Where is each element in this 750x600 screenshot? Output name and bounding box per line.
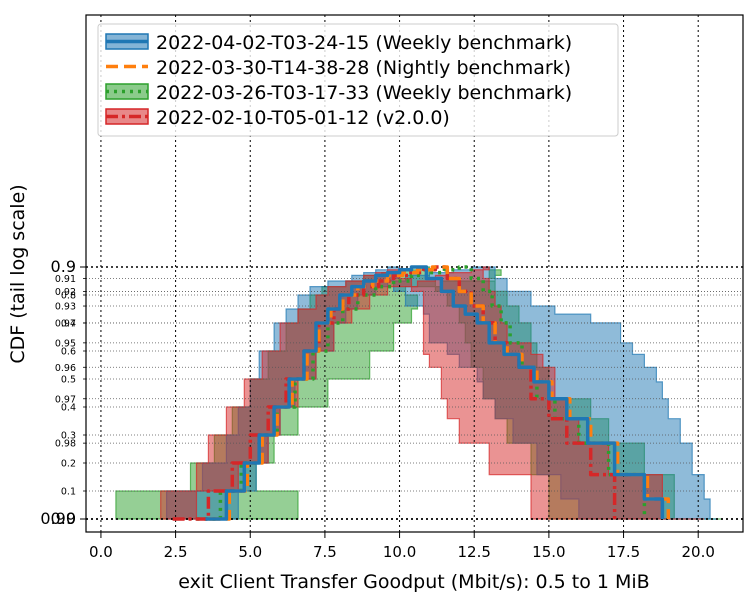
legend-label-4: 2022-02-10-T05-01-12 (v2.0.0): [156, 107, 450, 129]
legend-entry-1: 2022-04-02-T03-24-15 (Weekly benchmark): [105, 32, 572, 54]
x-axis-label: exit Client Transfer Goodput (Mbit/s): 0…: [178, 571, 649, 593]
x-tick-label: 0.0: [89, 543, 113, 561]
y-minor-tick-label: 0.92: [55, 287, 76, 298]
legend-label-3: 2022-03-26-T03-17-33 (Weekly benchmark): [156, 82, 572, 104]
x-tick-label: 2.5: [164, 543, 188, 561]
y-minor-tick-label: 0.1: [61, 487, 76, 498]
x-tick-label: 15.0: [532, 543, 565, 561]
legend-label-1: 2022-04-02-T03-24-15 (Weekly benchmark): [156, 32, 572, 54]
y-minor-tick-label: 0.91: [55, 274, 76, 285]
y-minor-tick-label: 0.7: [61, 319, 76, 330]
legend-swatch-3: [105, 83, 149, 100]
y-minor-tick-label: 0.6: [61, 347, 76, 358]
y-tick-label: 0.9: [51, 257, 76, 276]
legend-entry-3: 2022-03-26-T03-17-33 (Weekly benchmark): [105, 82, 572, 104]
y-minor-tick-label: 0.5: [61, 375, 76, 386]
y-minor-tick-label: 0.93: [55, 302, 76, 313]
legend-entry-4: 2022-02-10-T05-01-12 (v2.0.0): [105, 107, 450, 129]
legend: 2022-04-02-T03-24-15 (Weekly benchmark) …: [97, 23, 619, 137]
x-tick-label: 7.5: [313, 543, 337, 561]
legend-entry-2: 2022-03-30-T14-38-28 (Nightly benchmark): [106, 57, 571, 79]
y-minor-tick-label: 0.3: [61, 431, 76, 442]
x-tick-label: 17.5: [607, 543, 640, 561]
legend-frame: [97, 23, 619, 137]
series-lines: [172, 265, 671, 521]
line-series-2: [208, 265, 671, 521]
legend-label-2: 2022-03-30-T14-38-28 (Nightly benchmark): [156, 57, 571, 79]
y-tick-label: 0.99: [40, 509, 76, 528]
y-minor-tick-label: 0.95: [55, 338, 76, 349]
plot-frame: [85, 14, 744, 533]
y-axis-label: CDF (tail log scale): [7, 184, 29, 363]
x-tick-label: 20.0: [682, 543, 715, 561]
y-minor-tick-label: 0.96: [55, 363, 76, 374]
y-tick-label: 0.0: [51, 509, 76, 528]
y-minor-tick-label: 0.97: [55, 394, 76, 405]
y-minor-tick-label: 0.94: [55, 318, 76, 329]
confidence-bands: [115, 266, 723, 520]
line-series-1: [205, 265, 665, 521]
x-tick-label: 5.0: [238, 543, 262, 561]
y-minor-tick-label: 0.8: [61, 291, 76, 302]
axis-ticks: 0.0 2.5 5.0 7.5 10.0 12.5 15.0 17.5 20.00.00.90.…: [40, 257, 715, 561]
x-tick-label: 12.5: [458, 543, 491, 561]
y-minor-tick-label: 0.98: [55, 439, 76, 450]
y-minor-tick-label: 0.4: [61, 403, 76, 414]
x-tick-label: 10.0: [383, 543, 416, 561]
y-minor-tick-label: 0.2: [61, 459, 76, 470]
